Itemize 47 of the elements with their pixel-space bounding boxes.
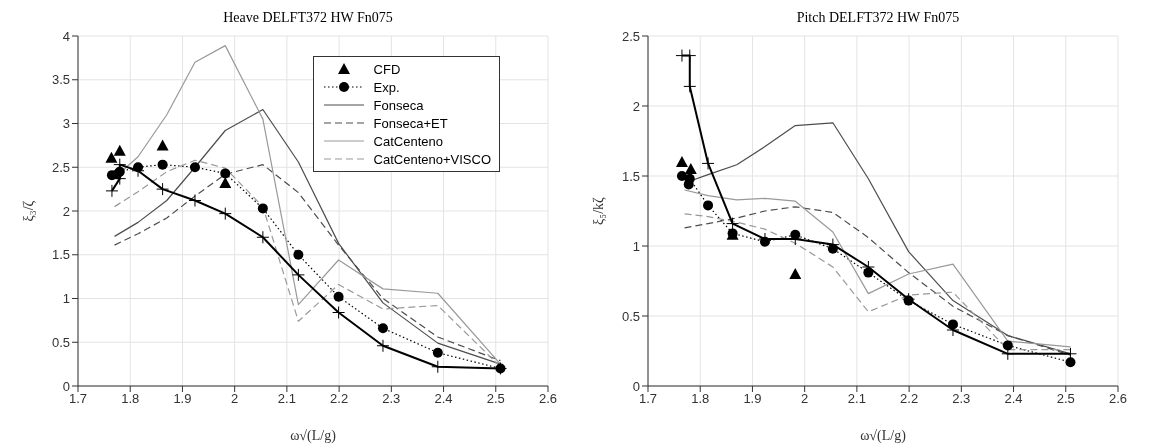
legend-label: CatCenteno [373,133,443,149]
y-tick-label: 2 [632,98,640,114]
x-tick-label: 2.3 [952,391,971,407]
y-tick-label: 0.5 [51,334,70,350]
y-tick-label: 0 [62,378,70,394]
y-tick-label: 3 [62,116,70,132]
x-axis-title: ω√(L/g) [290,428,337,444]
x-tick-label: 1.9 [173,391,192,407]
x-tick-label: 2.3 [382,391,401,407]
y-tick-label: 3.5 [51,72,70,88]
y-axis-title: ξ₅/kζ [590,196,606,225]
x-tick-label: 1.7 [638,391,658,407]
y-tick-label: 0.5 [621,308,640,324]
x-tick-label: 2.2 [900,391,919,407]
y-tick-label: 0 [632,378,640,394]
y-axis-title: ξ₃/ζ [20,200,36,222]
x-tick-label: 2.6 [1108,391,1128,407]
legend-label: Fonseca [373,97,424,113]
y-tick-label: 2.5 [621,28,640,44]
x-tick-label: 1.8 [121,391,140,407]
y-tick-label: 2.5 [51,159,70,175]
x-tick-label: 1.7 [68,391,88,407]
x-tick-label: 1.9 [743,391,762,407]
legend-label: Fonseca+ET [373,115,448,131]
x-tick-label: 2.1 [277,391,296,407]
x-tick-label: 2.4 [1004,391,1023,407]
x-tick-label: 2.5 [486,391,505,407]
y-tick-label: 1 [632,238,640,254]
y-tick-label: 2 [62,203,70,219]
y-tick-label: 1.5 [51,247,70,263]
x-tick-label: 2 [801,391,809,407]
x-tick-label: 2.6 [538,391,558,407]
chart-title: Heave DELFT372 HW Fn075 [222,10,394,26]
y-tick-label: 4 [62,28,70,44]
x-tick-label: 1.8 [691,391,710,407]
legend-label: Exp. [373,79,400,95]
x-axis-title: ω√(L/g) [860,428,907,444]
y-tick-label: 1 [62,291,70,307]
x-tick-label: 2 [231,391,239,407]
chart-title: Pitch DELFT372 HW Fn075 [795,10,961,26]
legend-label: CatCenteno+VISCO [373,151,491,167]
x-tick-label: 2.4 [434,391,453,407]
x-tick-label: 2.2 [330,391,349,407]
x-tick-label: 2.1 [847,391,866,407]
y-tick-label: 1.5 [621,168,640,184]
legend-label: CFD [373,61,401,77]
x-tick-label: 2.5 [1056,391,1075,407]
